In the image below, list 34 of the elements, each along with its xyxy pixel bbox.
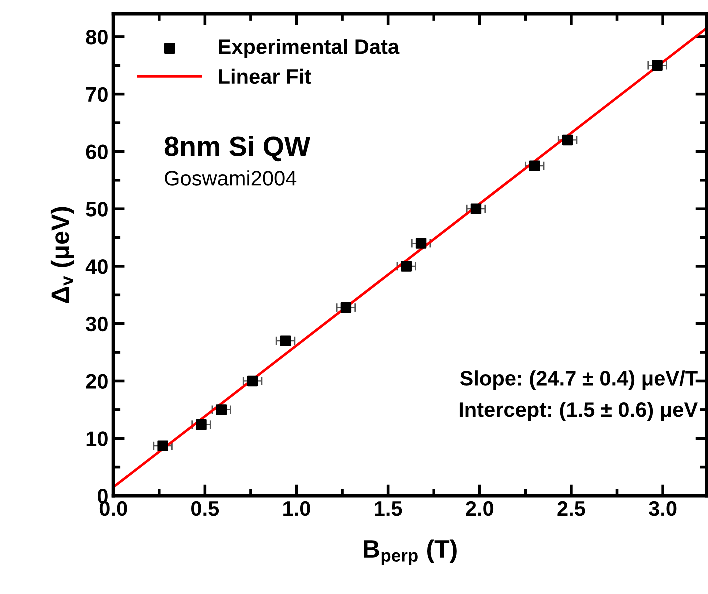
point (247, 376, 258, 387)
point (652, 60, 663, 71)
x-tick-label: 1.0 (284, 501, 310, 516)
y-tick-label: 20 (86, 374, 108, 389)
annotation: 8nm Si QW (164, 136, 311, 162)
x-tick-label: 1.5 (375, 502, 402, 516)
y-tick-label: 60 (86, 144, 108, 160)
annotation: Goswami2004 (165, 170, 297, 186)
point (216, 404, 228, 416)
point (401, 261, 412, 272)
y-tick-label: 40 (86, 259, 108, 274)
point (562, 134, 574, 146)
legend-label: Experimental Data (219, 39, 400, 58)
x-tick-label: 2.5 (558, 501, 586, 516)
y-tick-label: 50 (86, 202, 108, 217)
y-axis-title: Δ$_{v}$ (μeV) (50, 207, 74, 304)
point (280, 336, 292, 346)
x-tick-label: 0.5 (192, 501, 220, 516)
legend-label: Linear Fit (219, 68, 312, 84)
x-tick-label: 3.0 (649, 501, 677, 516)
y-tick-label: 80 (86, 30, 108, 45)
point (340, 302, 352, 314)
y-tick-label: 70 (86, 87, 108, 102)
point (158, 440, 168, 452)
y-tick-label: 30 (86, 316, 108, 332)
point (529, 160, 540, 172)
x-tick-label: 2.0 (466, 501, 494, 516)
point (416, 238, 427, 249)
y-tick-label: 10 (86, 432, 108, 446)
annotation: Slope: (24.7 ± 0.4) μeV/T (460, 370, 698, 390)
x-axis-title: B$_{perp}$ (T) (364, 540, 457, 566)
point (196, 419, 207, 430)
point (470, 204, 482, 214)
annotation: Intercept: (1.5 ± 0.6) μeV (460, 402, 698, 422)
